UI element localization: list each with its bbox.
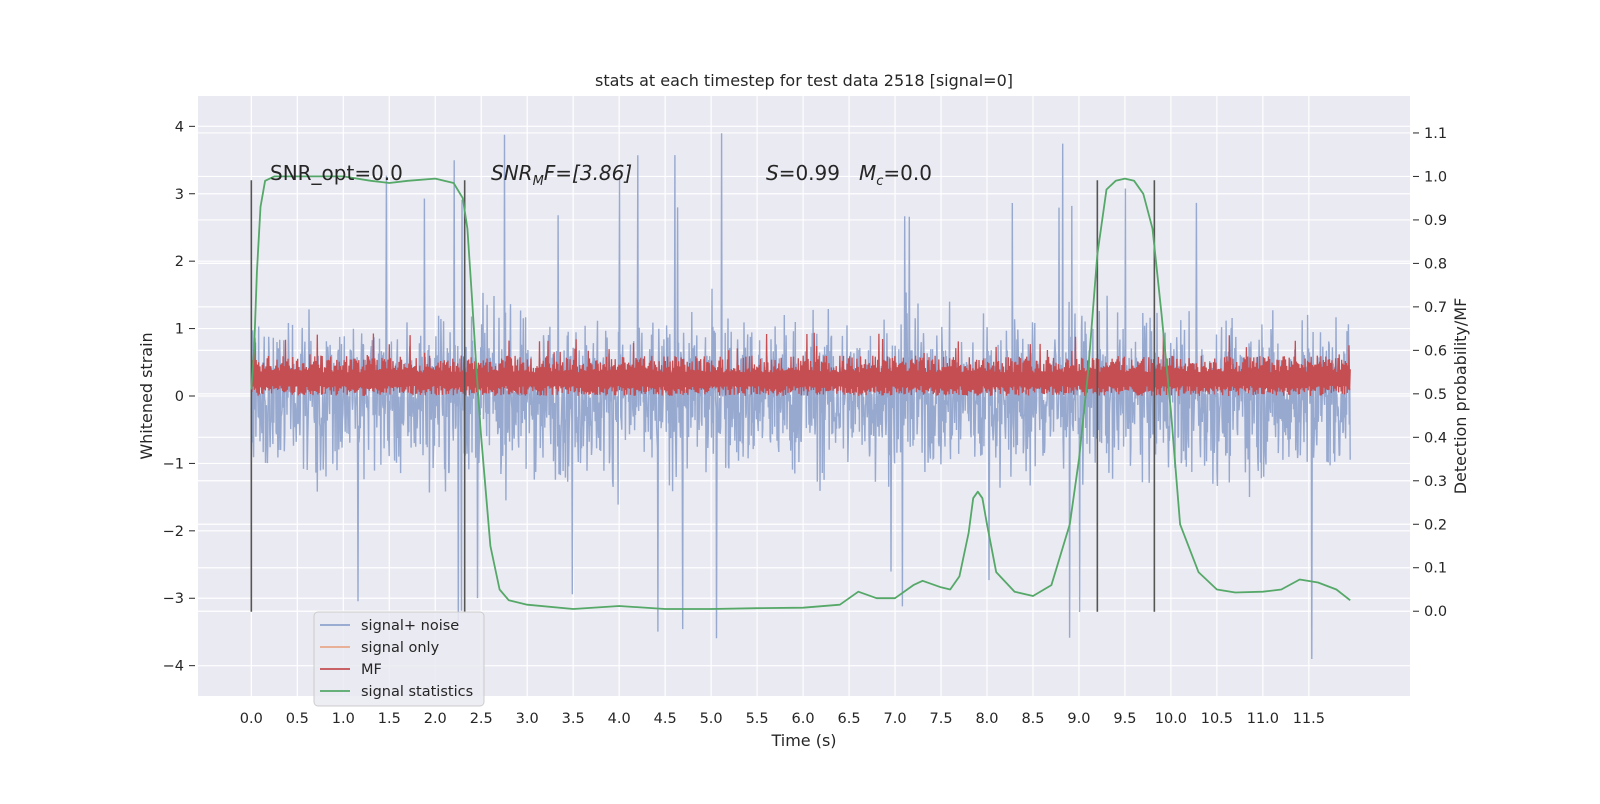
annotation-snr-mf-subscript: M [533,174,544,189]
y-axis-label: Whitened strain [137,332,156,459]
x-tick-label: 5.0 [700,711,723,727]
y-tick-label: −3 [163,591,184,607]
series-signal-statistics [250,175,1351,610]
y2-tick-label: 0.6 [1424,343,1447,359]
series-mf [250,332,1351,397]
legend-label: signal+ noise [361,618,459,634]
y2-tick-label: 1.0 [1424,169,1447,185]
x-tick-label: 8.0 [975,711,998,727]
y-tick-label: 4 [175,119,184,135]
y-tick-label: 2 [175,254,184,270]
annotation-mc-subscript: c [876,174,883,189]
x-tick-label: 8.5 [1021,711,1044,727]
x-tick-label: 11.0 [1247,711,1279,727]
x-tick-label: 9.5 [1113,711,1136,727]
x-tick-label: 2.5 [470,711,493,727]
x-tick-label: 1.0 [332,711,355,727]
legend-label: signal statistics [361,684,473,700]
axis-ticks: 0.0 0.5 1.0 1.5 2.0 2.5 3.0 3.5 4.0 4.5 5.0 5.5 6.0 6… [163,119,1447,727]
y2-tick-label: 0.9 [1424,213,1447,229]
mf-trace [250,332,1351,397]
x-tick-label: 0.0 [240,711,263,727]
y2-axis-label: Detection probability/MF [1451,298,1470,495]
annotation-s-symbol: S [766,161,779,185]
y2-tick-label: 0.0 [1424,604,1447,620]
legend-label: signal only [361,640,440,656]
legend-box [313,611,485,707]
annotation-mc-value: =0.0 [883,161,932,185]
x-tick-label: 9.0 [1067,711,1090,727]
annotation-s: S=0.99 [766,161,840,185]
x-tick-label: 2.0 [424,711,447,727]
y-tick-label: −2 [163,524,184,540]
annotation-snr-mf-rest: F=[3.86] [544,161,632,185]
y2-grid [198,132,1410,612]
x-tick-label: 10.0 [1155,711,1187,727]
y2-tick-label: 0.3 [1424,474,1447,490]
y-tick-label: 3 [175,187,184,203]
y2-tick-label: 0.2 [1424,517,1447,533]
legend-label: MF [361,662,382,678]
x-tick-label: 10.5 [1201,711,1233,727]
y2-tick-label: 1.1 [1424,126,1447,142]
y2-tick-label: 0.5 [1424,387,1447,403]
annotation-mc-symbol: M [859,161,876,185]
x-tick-label: 6.0 [792,711,815,727]
y2-tick-label: 0.8 [1424,256,1447,272]
signal-statistics-line [250,175,1351,610]
x-tick-label: 11.5 [1293,711,1325,727]
x-axis-label: Time (s) [770,731,836,750]
x-tick-label: 5.5 [746,711,769,727]
x-tick-label: 1.5 [378,711,401,727]
annotation-snr-opt: SNR_opt=0.0 [270,161,403,185]
y2-tick-label: 0.4 [1424,430,1447,446]
y-tick-label: 1 [175,322,184,338]
legend: signal+ noise signal only MF signal statist… [313,611,485,707]
y-tick-label: −1 [163,456,184,472]
y2-tick-label: 0.7 [1424,300,1447,316]
y2-tick-label: 0.1 [1424,561,1447,577]
x-tick-label: 4.5 [654,711,677,727]
y-tick-label: −4 [163,659,184,675]
x-tick-label: 7.5 [929,711,952,727]
x-tick-label: 4.0 [608,711,631,727]
annotation-mc: Mc=0.0 [859,161,932,189]
annotation-snr-mf-symbol: SNR [491,161,533,185]
y-tick-label: 0 [175,389,184,405]
x-tick-label: 6.5 [838,711,861,727]
annotation-snr-mf: SNRMF=[3.86] [491,161,632,189]
x-tick-label: 7.0 [884,711,907,727]
x-tick-label: 0.5 [286,711,309,727]
annotation-s-value: =0.99 [779,161,840,185]
x-tick-label: 3.0 [516,711,539,727]
chart-title: stats at each timestep for test data 251… [595,71,1013,90]
x-tick-label: 3.5 [562,711,585,727]
